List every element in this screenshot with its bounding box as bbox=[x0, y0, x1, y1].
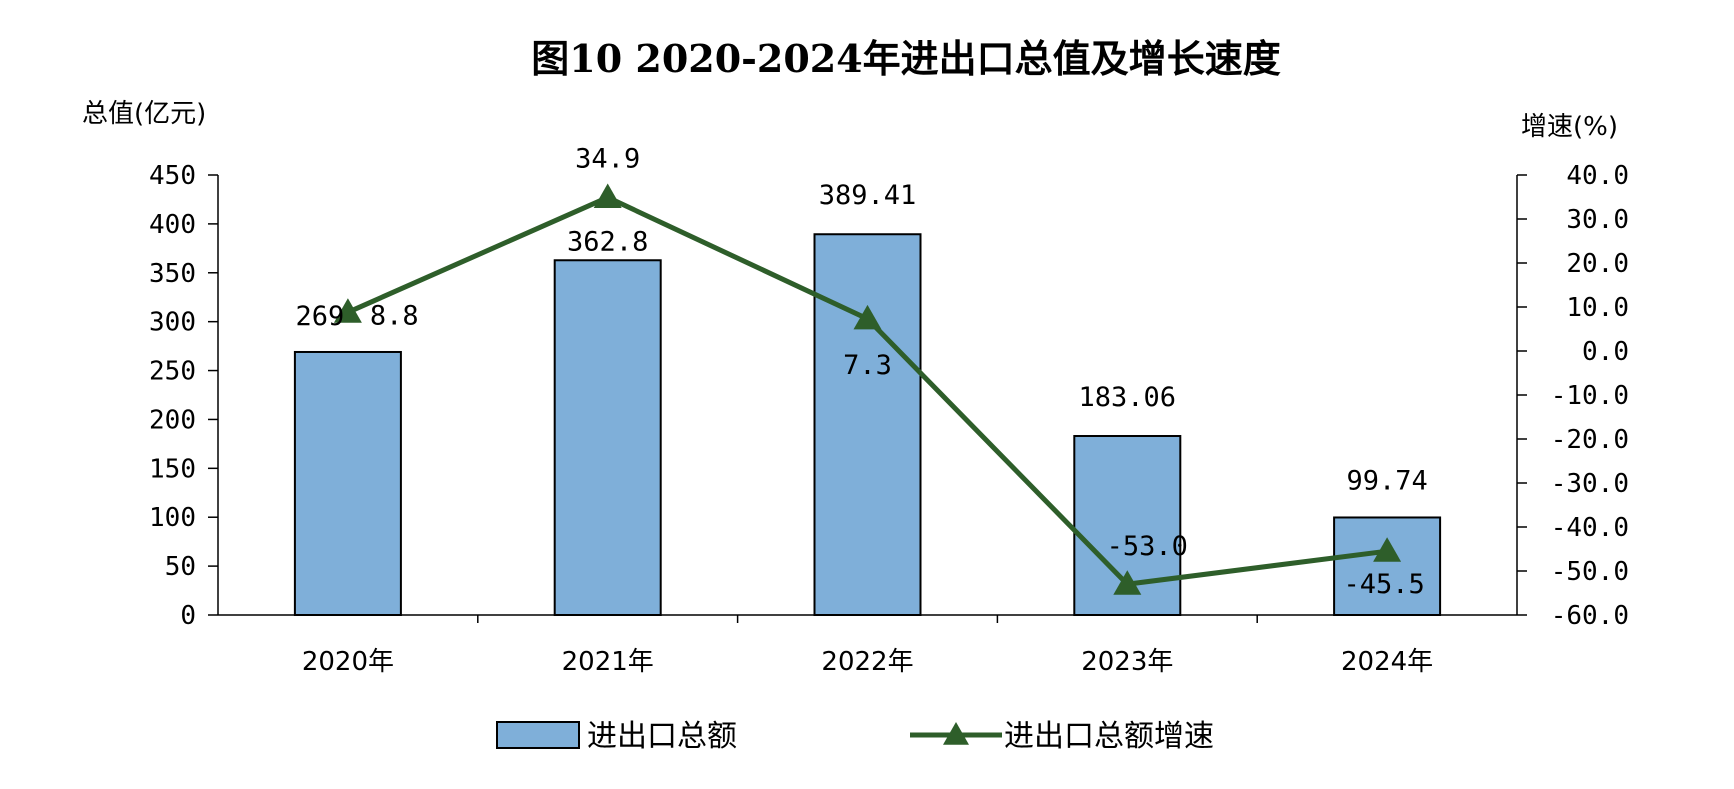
right-tick-label: 0.0 bbox=[1582, 337, 1629, 367]
bar bbox=[1333, 516, 1442, 616]
left-tick-label: 300 bbox=[149, 308, 196, 338]
left-tick-label: 250 bbox=[149, 357, 196, 387]
x-tick-label: 2023年 bbox=[1081, 647, 1173, 677]
right-tick-label: -10.0 bbox=[1551, 381, 1629, 411]
left-tick-label: 150 bbox=[149, 454, 196, 484]
left-tick-label: 100 bbox=[149, 503, 196, 533]
left-tick-label: 400 bbox=[149, 210, 196, 240]
bar-value-label: 99.74 bbox=[1346, 465, 1427, 496]
right-tick-label: -30.0 bbox=[1551, 469, 1629, 499]
x-tick-label: 2022年 bbox=[821, 647, 913, 677]
left-tick-label: 50 bbox=[165, 552, 196, 582]
left-tick-label: 350 bbox=[149, 259, 196, 289]
legend-line-marker bbox=[943, 722, 969, 745]
growth-marker bbox=[1113, 570, 1142, 595]
bar bbox=[553, 259, 662, 616]
x-tick-label: 2020年 bbox=[302, 647, 394, 677]
growth-marker bbox=[853, 304, 882, 330]
bar bbox=[813, 233, 922, 616]
right-tick-label: -50.0 bbox=[1551, 557, 1629, 587]
x-tick-label: 2021年 bbox=[562, 647, 654, 677]
plot-area: 0 50 100 150 200 250 300 350 400 450 -60.0 -50.0 -40… bbox=[149, 143, 1629, 677]
bar-value-label: 183.06 bbox=[1079, 382, 1177, 413]
legend-bar-swatch bbox=[496, 721, 580, 749]
right-axis-label: 增速(%) bbox=[1521, 112, 1618, 142]
growth-value-label: 8.8 bbox=[370, 300, 419, 331]
left-tick-label: 200 bbox=[149, 405, 196, 435]
left-tick-label: 0 bbox=[180, 601, 196, 631]
right-tick-label: 40.0 bbox=[1566, 161, 1629, 191]
growth-marker bbox=[333, 298, 362, 323]
chart-title: 图10 2020-2024年进出口总值及增长速度 bbox=[531, 36, 1280, 81]
growth-marker bbox=[593, 183, 622, 208]
bar-value-label: 389.41 bbox=[819, 180, 917, 211]
left-axis-label: 总值(亿元) bbox=[82, 99, 206, 129]
right-tick-label: 10.0 bbox=[1566, 293, 1629, 323]
x-tick-label: 2024年 bbox=[1341, 647, 1433, 677]
bar-value-label: 269 bbox=[296, 301, 345, 332]
growth-value-label: 34.9 bbox=[575, 143, 640, 174]
bar-value-label: 362.8 bbox=[567, 226, 648, 257]
legend: 进出口总额 进出口总额增速 bbox=[496, 719, 1214, 754]
growth-value-label: 7.3 bbox=[843, 350, 892, 381]
bar bbox=[293, 350, 402, 616]
right-tick-label: -60.0 bbox=[1551, 601, 1629, 631]
growth-marker bbox=[1373, 537, 1402, 562]
growth-value-label: -53.0 bbox=[1107, 531, 1188, 562]
legend-line-label: 进出口总额增速 bbox=[1004, 719, 1214, 754]
left-tick-label: 450 bbox=[149, 161, 196, 191]
legend-bar-label: 进出口总额 bbox=[587, 719, 737, 754]
right-tick-label: -20.0 bbox=[1551, 425, 1629, 455]
right-tick-label: -40.0 bbox=[1551, 513, 1629, 543]
growth-value-label: -45.5 bbox=[1343, 569, 1424, 600]
right-tick-label: 30.0 bbox=[1566, 205, 1629, 235]
right-tick-label: 20.0 bbox=[1566, 249, 1629, 279]
